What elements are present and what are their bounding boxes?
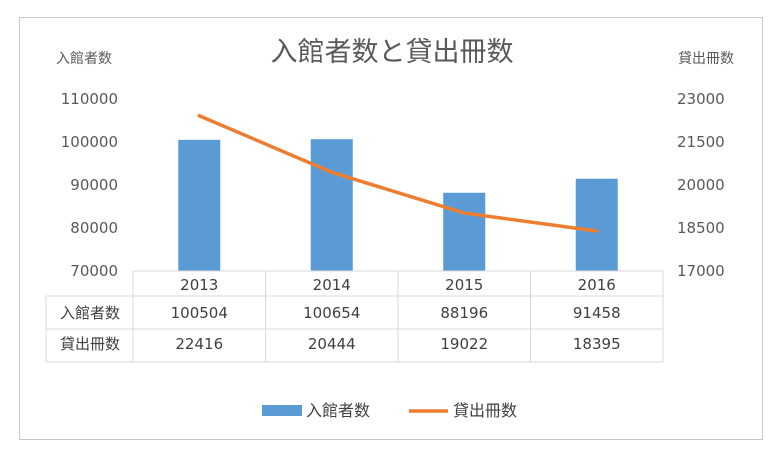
primary-tick-label-2: 90000 xyxy=(70,176,118,194)
table-header-2013: 2013 xyxy=(180,276,218,294)
secondary-tick-label-1: 18500 xyxy=(677,219,725,237)
secondary-tick-label-4: 23000 xyxy=(677,90,725,108)
chart-title: 入館者数と貸出冊数 xyxy=(271,37,514,68)
table-header-2016: 2016 xyxy=(578,276,616,294)
legend-label-line: 貸出冊数 xyxy=(453,401,517,420)
table-cell-1-1: 20444 xyxy=(308,335,356,353)
primary-tick-label-0: 70000 xyxy=(70,262,118,280)
table-cell-1-2: 19022 xyxy=(440,335,488,353)
table-cell-0-0: 100504 xyxy=(171,304,228,322)
secondary-axis-label: 貸出冊数 xyxy=(678,51,734,67)
primary-axis-label: 入館者数 xyxy=(56,50,112,67)
table-header-2015: 2015 xyxy=(445,276,483,294)
legend: 入館者数 貸出冊数 xyxy=(262,401,517,420)
legend-swatch-bar xyxy=(262,405,302,416)
line-series xyxy=(197,113,599,233)
table-row-label-1: 貸出冊数 xyxy=(60,335,120,353)
table-header-2014: 2014 xyxy=(313,276,351,294)
secondary-tick-label-2: 20000 xyxy=(677,176,725,194)
table-row-label-0: 入館者数 xyxy=(60,304,120,322)
bar-2013 xyxy=(178,139,221,271)
secondary-tick-label-3: 21500 xyxy=(677,133,725,151)
bar-2014 xyxy=(310,139,353,271)
primary-tick-label-1: 80000 xyxy=(70,219,118,237)
line-path xyxy=(197,113,599,233)
secondary-tick-label-0: 17000 xyxy=(677,262,725,280)
secondary-axis-ticks: 17000 18500 20000 21500 23000 xyxy=(677,90,725,280)
chart-frame xyxy=(19,17,763,440)
table-cell-1-3: 18395 xyxy=(573,335,621,353)
primary-axis-ticks: 70000 80000 90000 100000 110000 xyxy=(61,90,118,280)
table-cell-0-2: 88196 xyxy=(440,304,488,322)
primary-tick-label-3: 100000 xyxy=(61,133,118,151)
table-cell-0-1: 100654 xyxy=(303,304,360,322)
legend-label-bar: 入館者数 xyxy=(306,401,370,420)
bar-2015 xyxy=(443,192,486,271)
table-cell-1-0: 22416 xyxy=(175,335,223,353)
data-table: 2013 2014 2015 2016 入館者数 100504 100654 88196 914… xyxy=(45,270,664,363)
bar-series xyxy=(178,139,618,271)
table-cell-0-3: 91458 xyxy=(573,304,621,322)
primary-tick-label-4: 110000 xyxy=(61,90,118,108)
bar-2016 xyxy=(575,178,618,271)
